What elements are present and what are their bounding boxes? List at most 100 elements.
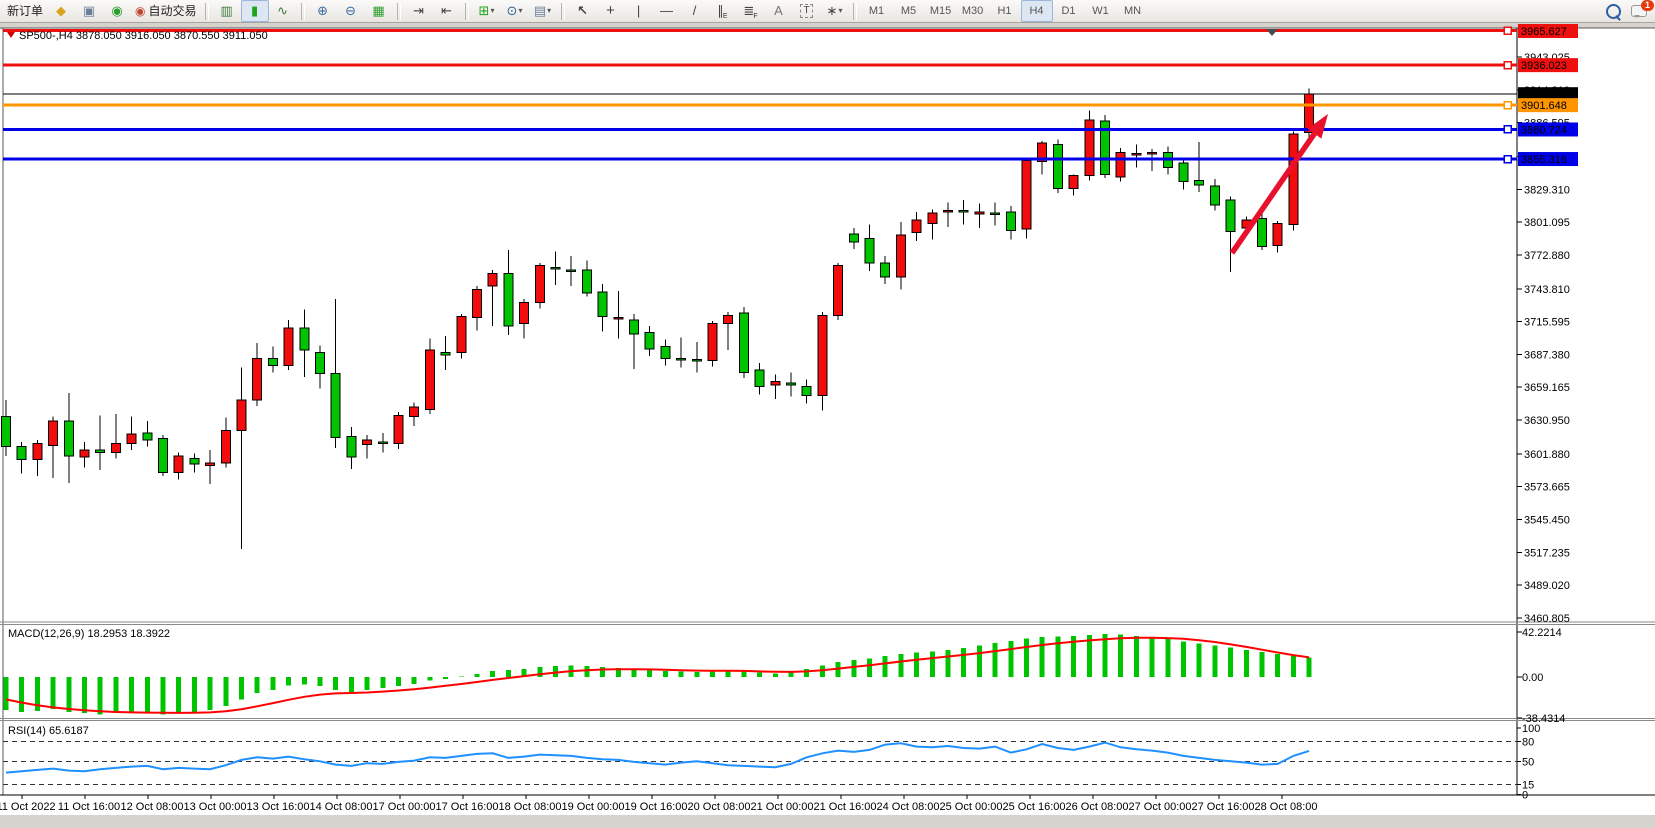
candle xyxy=(801,385,812,397)
candle xyxy=(613,317,624,320)
candle xyxy=(424,349,435,411)
tf-m15-button[interactable]: M15 xyxy=(929,5,952,17)
candle xyxy=(1178,162,1189,183)
toolbar-separator xyxy=(204,2,209,20)
candle xyxy=(1021,160,1032,230)
candle xyxy=(738,312,749,373)
signal-icon[interactable]: ◉ xyxy=(111,3,123,18)
horizontal-line-icon[interactable]: — xyxy=(660,3,674,18)
terminal-icon[interactable]: ▣ xyxy=(82,3,96,18)
macd-scale-label: 0.00 xyxy=(1522,672,1543,684)
zoom-in-icon[interactable]: ⊕ xyxy=(317,3,328,18)
fibonacci-icon[interactable]: ≣ F xyxy=(737,0,765,22)
date-label: 19 Oct 00:00 xyxy=(562,801,625,813)
tf-m5-button[interactable]: M5 xyxy=(900,5,917,17)
candle xyxy=(786,382,796,386)
price-badge[interactable] xyxy=(1518,152,1578,167)
new-chart-button[interactable]: ⊞ ▾ xyxy=(473,0,501,22)
price-badge[interactable] xyxy=(1518,98,1578,113)
tf-m30-button[interactable]: M30 xyxy=(961,5,984,17)
trend-arrow-annotation[interactable] xyxy=(1229,132,1317,255)
candle xyxy=(267,357,278,366)
rsi-scale-label: 100 xyxy=(1522,723,1540,735)
clock-icon: ⊙ xyxy=(506,3,518,18)
text-tool-icon[interactable]: A xyxy=(774,3,783,18)
tf-h1-button[interactable]: H1 xyxy=(997,5,1012,17)
arrows-tool-button[interactable]: ∗ ▾ xyxy=(821,0,849,22)
date-label: 13 Oct 00:00 xyxy=(184,801,247,813)
line-handle[interactable] xyxy=(1503,60,1512,70)
candle xyxy=(283,327,294,366)
line-handle[interactable] xyxy=(1503,154,1512,164)
candle xyxy=(1100,120,1110,176)
date-label: 28 Oct 08:00 xyxy=(1255,801,1318,813)
date-label: 20 Oct 08:00 xyxy=(688,801,751,813)
chart-shift-icon[interactable]: ⇤ xyxy=(441,3,452,18)
candle xyxy=(315,352,325,374)
price-badge[interactable] xyxy=(1518,87,1578,102)
date-label: 17 Oct 16:00 xyxy=(436,801,499,813)
trend-arrow-head xyxy=(1307,114,1328,139)
search-icon[interactable] xyxy=(1606,3,1621,19)
chart-window[interactable]: 3943.0253914.8103886.5953857.5253829.310… xyxy=(0,23,1655,824)
notifications-button[interactable]: 1 xyxy=(1631,0,1654,18)
autotrading-button[interactable]: ◉ 自动交易 xyxy=(131,0,201,22)
rsi-scale-label: 80 xyxy=(1522,736,1534,748)
zoom-out-icon[interactable]: ⊖ xyxy=(345,3,356,18)
trendline-icon[interactable]: / xyxy=(692,3,697,18)
tf-mn-button[interactable]: MN xyxy=(1123,5,1142,17)
candle xyxy=(63,420,74,457)
price-chart[interactable]: 3943.0253914.8103886.5953857.5253829.310… xyxy=(0,23,1655,824)
price-badge-label: 3965.627 xyxy=(1521,26,1567,38)
toolbar: 新订单 ◆ ▣ ◉ ◉ 自动交易 ▥ ▮ ∿ ⊕ ⊖ ▦ ⇥ ⇤ ⊞ ▾ ⊙ ▾… xyxy=(0,0,1655,23)
label-tool-icon[interactable]: T xyxy=(793,0,821,22)
channel-icon[interactable]: ∥ E xyxy=(709,0,737,22)
tf-m1-button[interactable]: M1 xyxy=(868,5,885,17)
tile-windows-icon[interactable]: ▦ xyxy=(372,3,385,18)
arrows-glyph: ∗ xyxy=(826,3,838,18)
candle xyxy=(770,381,781,386)
toolbar-separator xyxy=(464,2,469,20)
vertical-line-icon[interactable]: | xyxy=(636,3,641,18)
line-handle[interactable] xyxy=(1503,26,1512,35)
price-badge[interactable] xyxy=(1518,24,1578,38)
bar-chart-icon[interactable]: ▥ xyxy=(220,3,233,18)
candle xyxy=(456,315,467,354)
periods-button[interactable]: ⊙ ▾ xyxy=(501,0,529,22)
candle xyxy=(299,327,310,351)
new-order-button[interactable]: 新订单 xyxy=(7,4,44,18)
candle xyxy=(1272,222,1283,246)
toolbar-separator xyxy=(560,2,565,20)
chart-shift-marker[interactable] xyxy=(1266,29,1278,36)
chevron-down-icon: ▾ xyxy=(547,6,552,15)
price-badge[interactable] xyxy=(1518,58,1578,73)
rsi-title: RSI(14) 65.6187 xyxy=(8,725,89,737)
candle xyxy=(990,212,1001,215)
date-label: 19 Oct 16:00 xyxy=(625,801,688,813)
tf-w1-button[interactable]: W1 xyxy=(1092,5,1109,17)
candle xyxy=(487,272,498,287)
candle xyxy=(95,449,106,454)
price-scale-label: 3801.095 xyxy=(1524,217,1570,229)
candle xyxy=(911,219,922,234)
funnel-icon[interactable]: ◆ xyxy=(56,3,67,18)
cursor-icon[interactable]: ↖ xyxy=(577,3,588,18)
candle xyxy=(16,446,27,461)
price-badge[interactable] xyxy=(1518,122,1578,137)
macd-title: MACD(12,26,9) 18.2953 18.3922 xyxy=(8,628,170,640)
date-label: 26 Oct 08:00 xyxy=(1066,801,1129,813)
templates-button[interactable]: ▤ ▾ xyxy=(529,0,557,22)
tf-d1-button[interactable]: D1 xyxy=(1061,5,1076,17)
date-label: 21 Oct 00:00 xyxy=(751,801,814,813)
rsi-scale-label: 15 xyxy=(1522,780,1534,792)
candle xyxy=(472,289,482,319)
notification-badge: 1 xyxy=(1641,0,1654,11)
auto-scroll-icon[interactable]: ⇥ xyxy=(413,3,424,18)
line-chart-icon[interactable]: ∿ xyxy=(277,3,288,18)
candlestick-icon[interactable]: ▮ xyxy=(240,0,269,22)
price-scale-label: 3601.880 xyxy=(1524,449,1570,461)
line-handle[interactable] xyxy=(1503,125,1512,134)
crosshair-icon[interactable]: + xyxy=(606,2,615,19)
tf-h4-button[interactable]: H4 xyxy=(1020,0,1053,22)
line-handle[interactable] xyxy=(1503,100,1512,110)
